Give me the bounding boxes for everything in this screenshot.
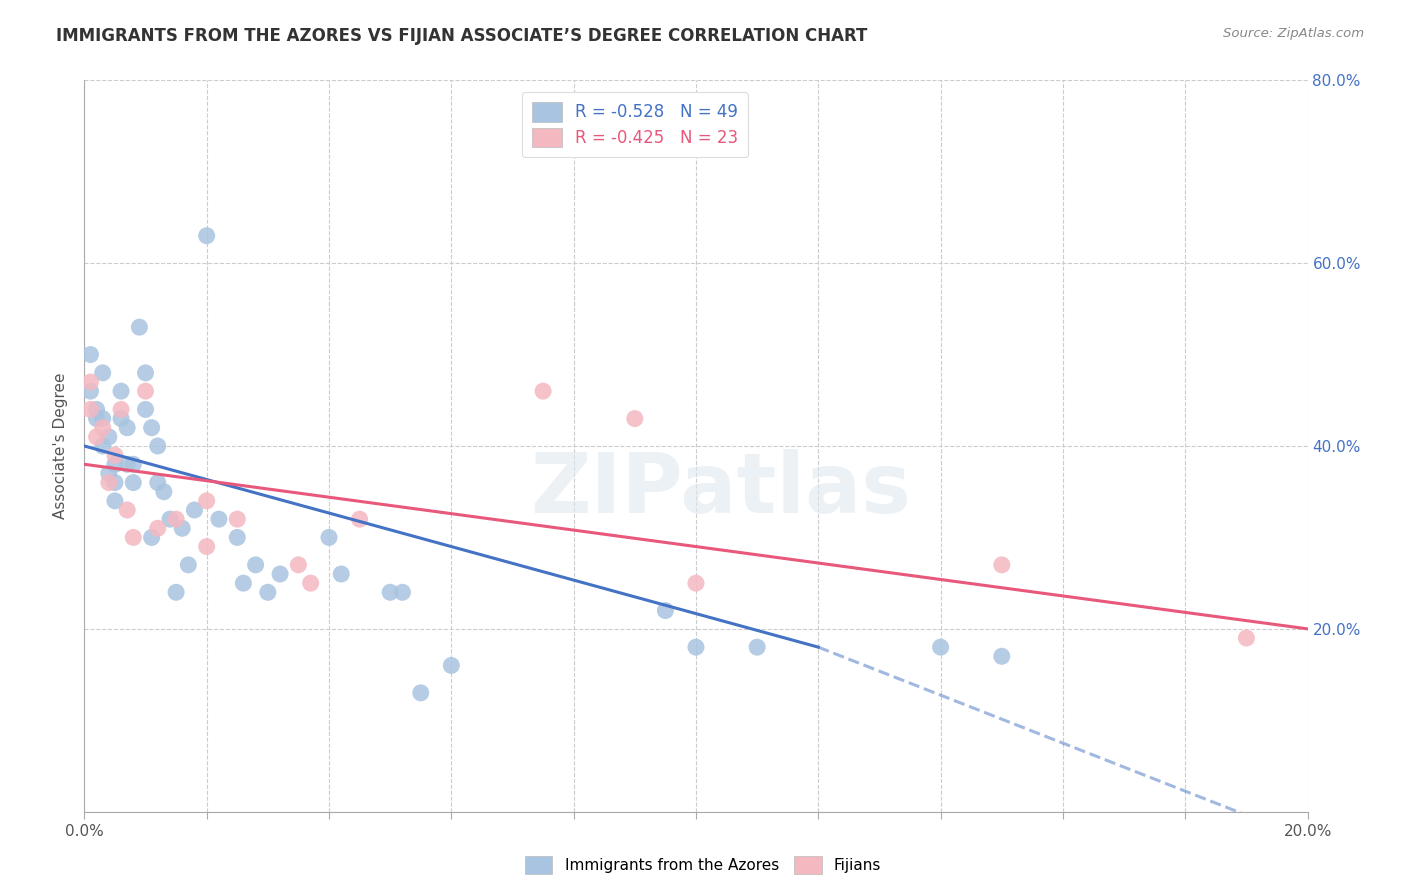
Point bbox=[135, 366, 157, 380]
Point bbox=[146, 521, 169, 535]
Point bbox=[104, 457, 127, 471]
Point bbox=[79, 402, 101, 417]
Point bbox=[91, 439, 114, 453]
Point bbox=[1236, 631, 1258, 645]
Point bbox=[440, 658, 463, 673]
Point bbox=[195, 494, 218, 508]
Point bbox=[349, 512, 371, 526]
Point bbox=[86, 402, 108, 417]
Point bbox=[104, 448, 127, 462]
Point bbox=[226, 530, 249, 544]
Point bbox=[287, 558, 309, 572]
Point bbox=[104, 475, 127, 490]
Point bbox=[91, 411, 114, 425]
Legend: R = -0.528   N = 49, R = -0.425   N = 23: R = -0.528 N = 49, R = -0.425 N = 23 bbox=[522, 92, 748, 157]
Point bbox=[177, 558, 200, 572]
Point bbox=[135, 402, 157, 417]
Point bbox=[91, 366, 114, 380]
Point bbox=[624, 411, 647, 425]
Point bbox=[232, 576, 254, 591]
Point bbox=[110, 402, 132, 417]
Point bbox=[195, 540, 218, 554]
Point bbox=[991, 558, 1014, 572]
Point bbox=[165, 585, 187, 599]
Point bbox=[269, 567, 291, 582]
Point bbox=[654, 603, 676, 617]
Point bbox=[685, 576, 707, 591]
Point bbox=[115, 503, 138, 517]
Point bbox=[86, 411, 108, 425]
Point bbox=[159, 512, 181, 526]
Point bbox=[165, 512, 187, 526]
Point bbox=[153, 484, 176, 499]
Point bbox=[183, 503, 205, 517]
Point bbox=[110, 411, 132, 425]
Point bbox=[79, 347, 101, 362]
Point bbox=[531, 384, 554, 398]
Point bbox=[299, 576, 322, 591]
Text: Source: ZipAtlas.com: Source: ZipAtlas.com bbox=[1223, 27, 1364, 40]
Point bbox=[391, 585, 413, 599]
Point bbox=[122, 530, 145, 544]
Point bbox=[929, 640, 952, 655]
Point bbox=[146, 439, 169, 453]
Point bbox=[195, 228, 218, 243]
Point bbox=[141, 421, 163, 435]
Point bbox=[208, 512, 231, 526]
Point bbox=[318, 530, 340, 544]
Point bbox=[97, 467, 120, 481]
Y-axis label: Associate's Degree: Associate's Degree bbox=[53, 373, 69, 519]
Point bbox=[122, 475, 145, 490]
Text: IMMIGRANTS FROM THE AZORES VS FIJIAN ASSOCIATE’S DEGREE CORRELATION CHART: IMMIGRANTS FROM THE AZORES VS FIJIAN ASS… bbox=[56, 27, 868, 45]
Point bbox=[110, 384, 132, 398]
Point bbox=[104, 494, 127, 508]
Point bbox=[122, 457, 145, 471]
Point bbox=[257, 585, 280, 599]
Point bbox=[991, 649, 1014, 664]
Point bbox=[135, 384, 157, 398]
Point bbox=[245, 558, 267, 572]
Point bbox=[685, 640, 707, 655]
Point bbox=[330, 567, 353, 582]
Point bbox=[146, 475, 169, 490]
Point bbox=[226, 512, 249, 526]
Point bbox=[141, 530, 163, 544]
Point bbox=[91, 421, 114, 435]
Point bbox=[79, 375, 101, 389]
Text: ZIPatlas: ZIPatlas bbox=[530, 450, 911, 531]
Point bbox=[97, 430, 120, 444]
Point bbox=[409, 686, 432, 700]
Point bbox=[115, 421, 138, 435]
Point bbox=[380, 585, 402, 599]
Point bbox=[86, 430, 108, 444]
Point bbox=[79, 384, 101, 398]
Legend: Immigrants from the Azores, Fijians: Immigrants from the Azores, Fijians bbox=[519, 850, 887, 880]
Point bbox=[115, 457, 138, 471]
Point bbox=[747, 640, 769, 655]
Point bbox=[128, 320, 150, 334]
Point bbox=[97, 475, 120, 490]
Point bbox=[172, 521, 194, 535]
